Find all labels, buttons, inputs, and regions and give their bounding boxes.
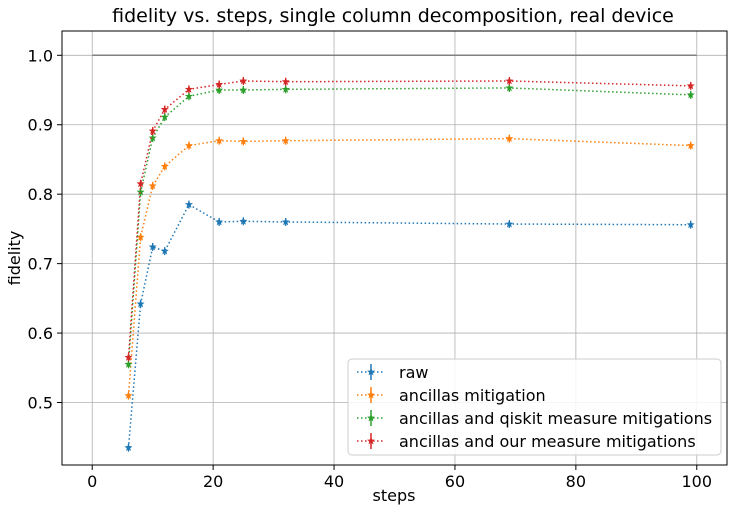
data-point-marker	[505, 83, 514, 92]
data-point-marker	[148, 242, 157, 251]
y-tick-label: 0.9	[28, 116, 53, 135]
legend-marker	[367, 367, 375, 376]
legend-label: raw	[399, 363, 428, 382]
data-point-marker	[281, 136, 290, 145]
data-point-marker	[184, 141, 193, 149]
legend-label: ancillas and qiskit measure mitigations	[399, 409, 712, 428]
data-point-marker	[505, 134, 514, 143]
x-tick-label: 40	[324, 472, 344, 491]
data-point-marker	[215, 80, 224, 88]
data-point-marker	[184, 92, 193, 100]
y-axis-label: fidelity	[5, 231, 24, 286]
x-axis-label: steps	[373, 486, 416, 505]
y-tick-label: 0.8	[28, 185, 53, 204]
data-point-marker	[281, 77, 290, 86]
y-tick-label: 0.5	[28, 394, 53, 413]
data-point-marker	[160, 162, 169, 170]
data-point-marker	[124, 360, 133, 368]
data-point-marker	[136, 179, 145, 188]
series-line	[127, 80, 691, 358]
data-point-marker	[505, 76, 514, 85]
data-point-marker	[148, 181, 157, 190]
data-point-marker	[124, 391, 133, 399]
legend-marker	[367, 436, 375, 445]
y-tick-label: 1.0	[28, 46, 53, 65]
data-point-marker	[239, 137, 248, 145]
data-point-marker	[686, 90, 695, 99]
legend: raw ancillas mitigation ancillas and qiski…	[347, 358, 722, 456]
data-point-marker	[160, 246, 169, 255]
data-point-marker	[124, 443, 133, 452]
legend-item: ancillas and qiskit measure mitigations	[357, 409, 712, 428]
data-point-marker	[184, 200, 193, 208]
x-tick-label: 100	[681, 472, 712, 491]
legend-label: ancillas and our measure mitigations	[399, 432, 696, 451]
series-1	[124, 134, 695, 400]
data-point-marker	[160, 105, 169, 113]
data-point-marker	[215, 85, 224, 94]
x-tick-label: 0	[87, 472, 97, 491]
data-point-marker	[239, 217, 248, 225]
legend-marker	[367, 413, 375, 422]
data-point-marker	[281, 85, 290, 93]
series-line	[127, 137, 691, 396]
series-3	[124, 76, 695, 362]
series-2	[124, 83, 695, 369]
data-point-marker	[215, 136, 224, 145]
data-point-marker	[148, 126, 157, 135]
data-point-marker	[239, 76, 248, 85]
data-point-marker	[160, 112, 169, 121]
x-tick-label: 80	[566, 472, 586, 491]
data-point-marker	[148, 133, 157, 142]
data-point-marker	[281, 217, 290, 226]
x-axis-ticks: 0 20 40 60 80 100	[87, 465, 712, 491]
data-point-marker	[136, 233, 145, 241]
x-tick-label: 20	[203, 472, 223, 491]
y-tick-label: 0.7	[28, 255, 53, 274]
data-point-marker	[136, 187, 145, 196]
y-axis-ticks: 0.5 0.6 0.7 0.8 0.9 1.0	[28, 46, 62, 413]
legend-item: ancillas and our measure mitigations	[357, 432, 696, 451]
data-point-marker	[136, 299, 145, 308]
data-point-marker	[686, 81, 695, 90]
chart-title: fidelity vs. steps, single column decomp…	[112, 5, 674, 27]
legend-item: ancillas mitigation	[357, 386, 546, 405]
legend-marker	[367, 390, 375, 399]
plot-frame	[61, 30, 728, 466]
data-point-marker	[184, 85, 193, 93]
x-tick-label: 60	[445, 472, 465, 491]
data-point-marker	[686, 220, 695, 229]
series-line	[127, 203, 691, 448]
legend-item: raw	[357, 363, 428, 382]
data-point-marker	[215, 217, 224, 226]
data-point-marker	[239, 85, 248, 94]
legend-label: ancillas mitigation	[399, 386, 546, 405]
series-line	[127, 87, 691, 365]
data-point-marker	[505, 219, 514, 228]
data-point-marker	[686, 141, 695, 149]
series-0	[124, 200, 695, 452]
data-point-marker	[124, 353, 133, 361]
legend-box	[347, 358, 722, 456]
series-group	[124, 76, 695, 452]
y-tick-label: 0.6	[28, 324, 53, 343]
